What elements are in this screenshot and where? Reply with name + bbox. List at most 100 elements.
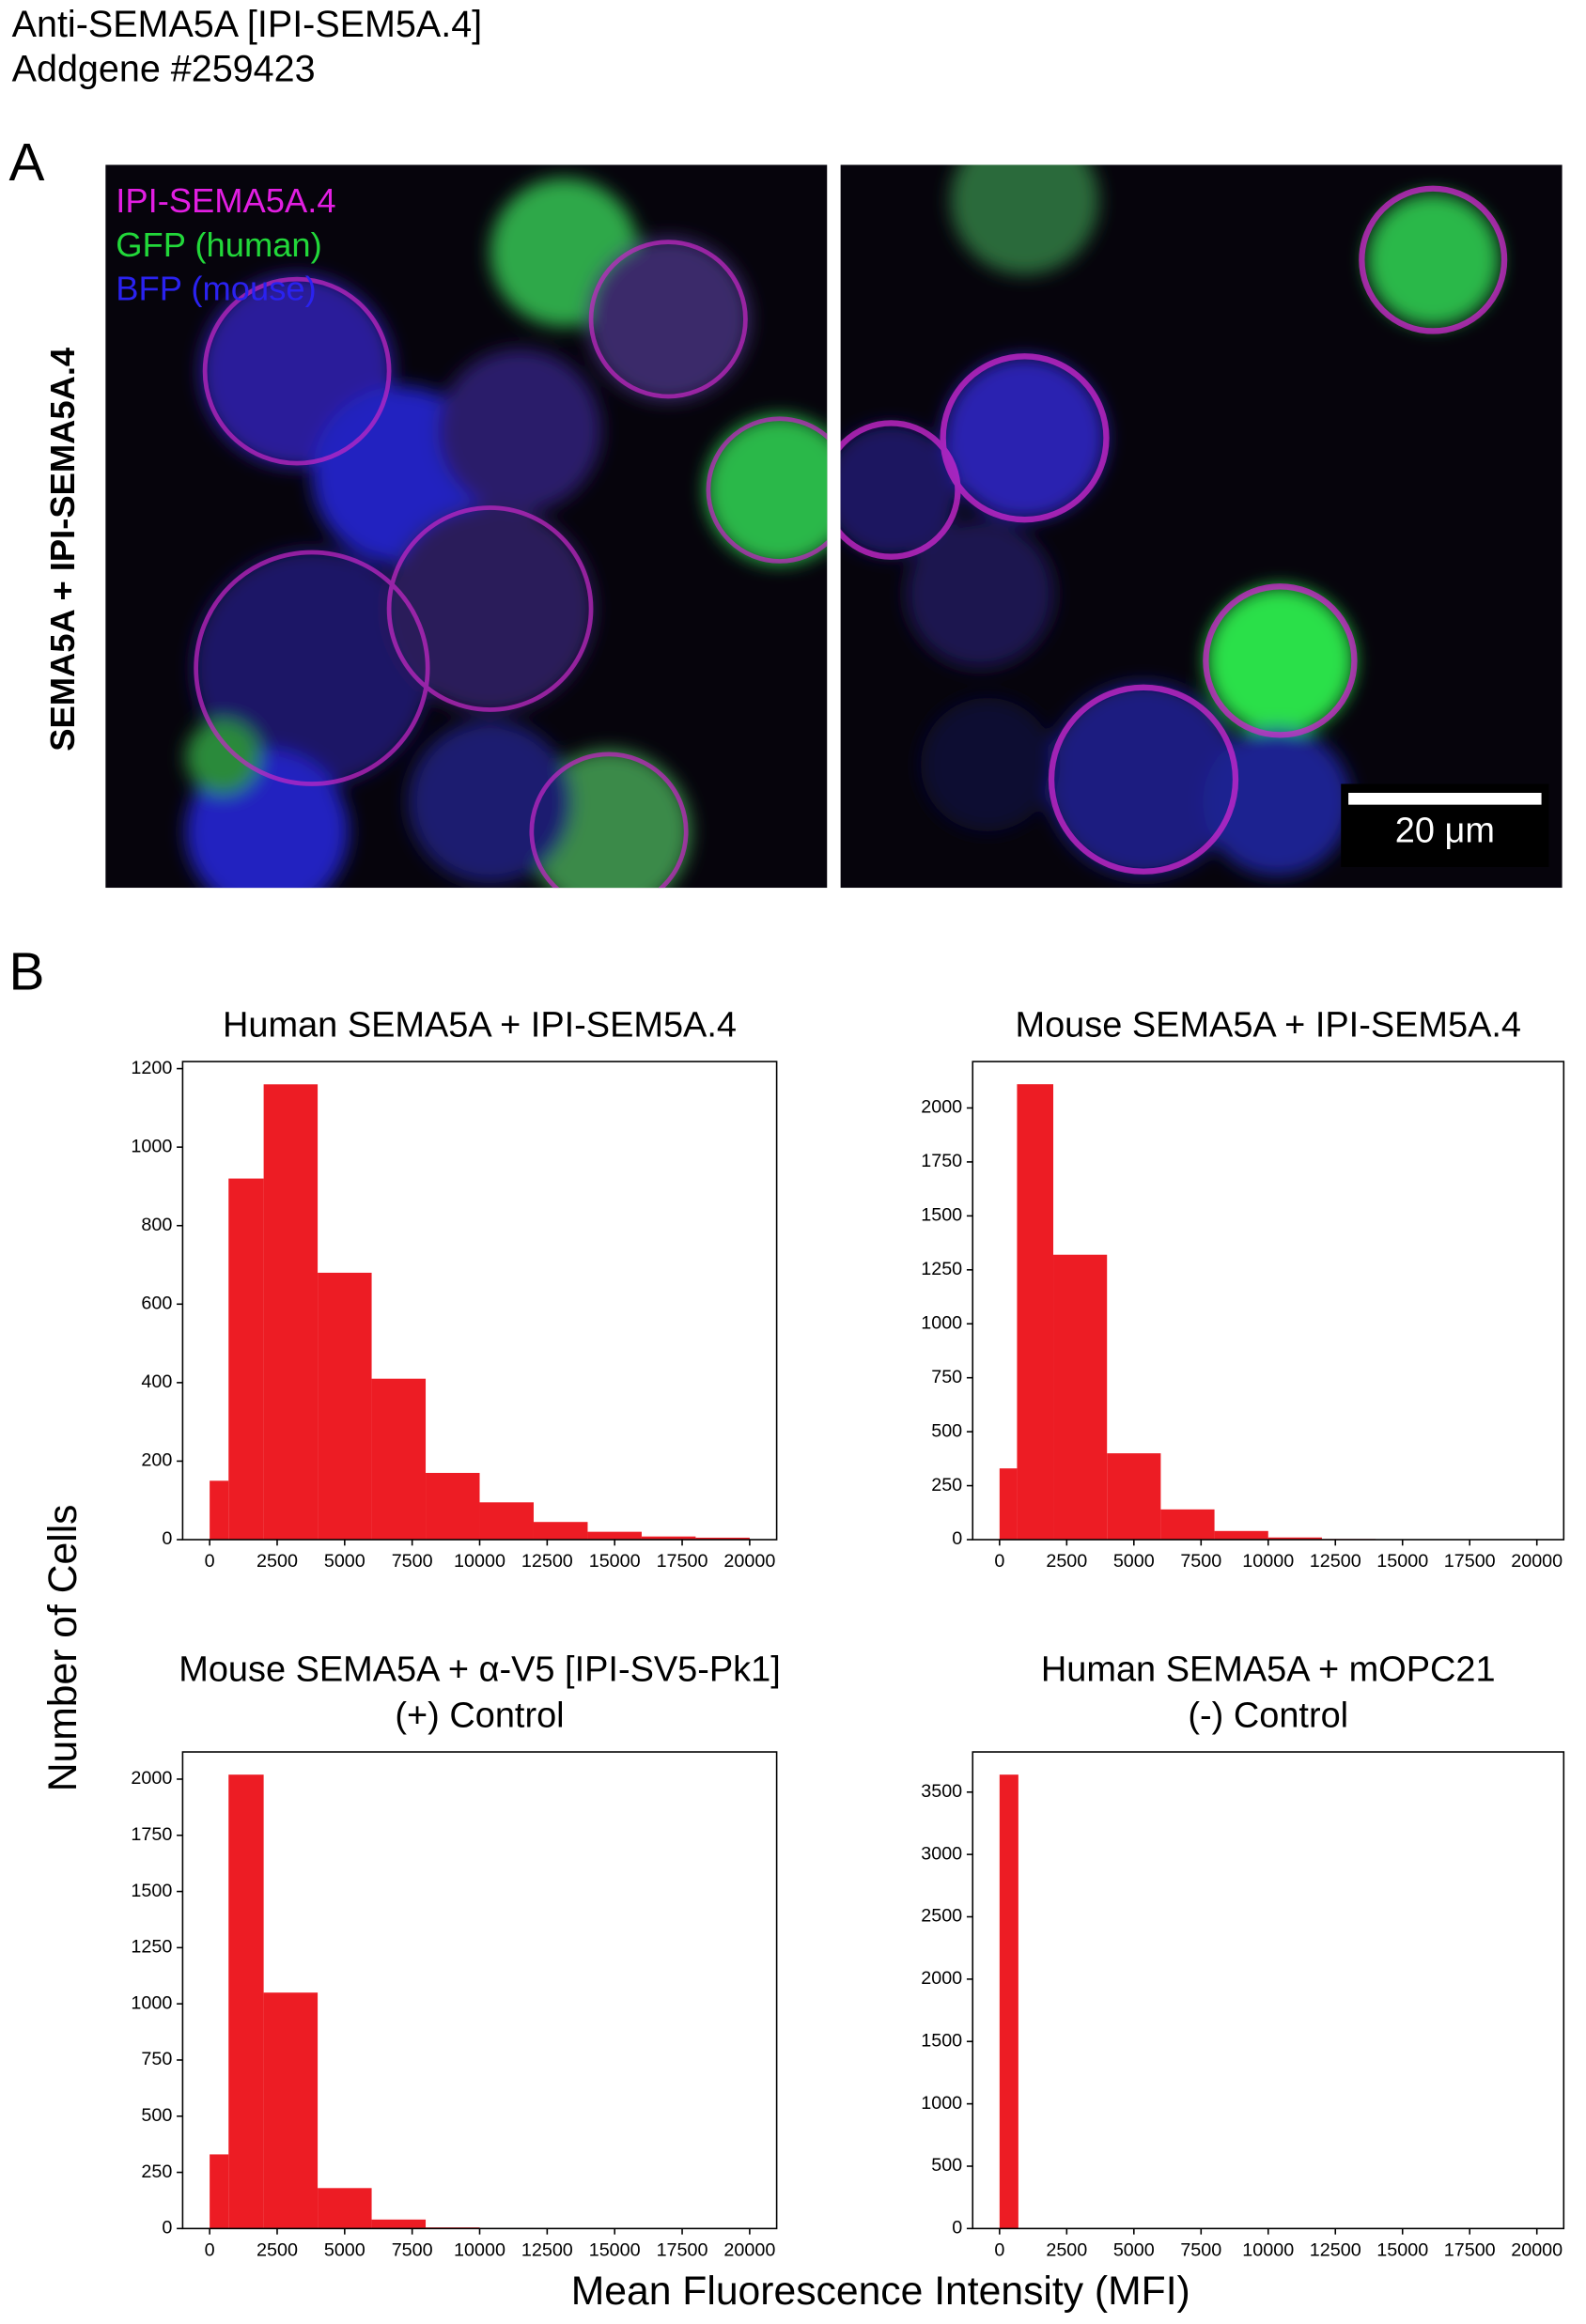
legend-entry: GFP (human) bbox=[116, 225, 321, 264]
y-tick-label: 0 bbox=[952, 2218, 962, 2239]
bar bbox=[1017, 1084, 1054, 1541]
x-tick-label: 15000 bbox=[589, 2239, 641, 2260]
x-axis-label: Mean Fluorescence Intensity (MFI) bbox=[571, 2269, 1190, 2314]
bar bbox=[1214, 1530, 1268, 1541]
chart-title: Mouse SEMA5A + α-V5 [IPI-SV5-Pk1] bbox=[179, 1650, 781, 1690]
x-tick-label: 17500 bbox=[657, 2239, 708, 2260]
bar bbox=[479, 1502, 534, 1541]
y-tick-label: 500 bbox=[931, 1420, 962, 1441]
y-tick-label: 2000 bbox=[921, 1097, 962, 1118]
y-tick-label: 0 bbox=[162, 1528, 172, 1549]
x-tick-label: 7500 bbox=[392, 2239, 433, 2260]
bar bbox=[999, 1774, 1018, 2229]
x-tick-label: 5000 bbox=[1113, 2239, 1155, 2260]
scale-bar bbox=[1348, 793, 1542, 805]
bar bbox=[999, 1468, 1018, 1541]
x-tick-label: 20000 bbox=[1511, 2239, 1563, 2260]
bar bbox=[371, 1378, 427, 1541]
x-tick-label: 5000 bbox=[324, 1551, 365, 1572]
x-tick-label: 5000 bbox=[1113, 1551, 1155, 1572]
x-tick-label: 7500 bbox=[392, 1551, 433, 1572]
x-tick-label: 12500 bbox=[521, 1551, 573, 1572]
plot-frame bbox=[972, 1751, 1565, 2230]
y-tick-label: 1250 bbox=[131, 1937, 172, 1958]
x-tick-label: 2500 bbox=[257, 1551, 298, 1572]
chart: Mouse SEMA5A + IPI-SEM5A.40 2500 5000 7500 1… bbox=[921, 1006, 1565, 1572]
x-tick-label: 0 bbox=[205, 1551, 215, 1572]
x-tick-label: 12500 bbox=[1310, 2239, 1361, 2260]
bar bbox=[533, 1522, 588, 1541]
x-tick-label: 20000 bbox=[723, 2239, 775, 2260]
y-axis-label: Number of Cells bbox=[40, 1504, 86, 1791]
y-tick-label: 0 bbox=[162, 2218, 172, 2239]
y-tick-label: 2000 bbox=[921, 1968, 962, 1989]
x-tick-label: 0 bbox=[994, 2239, 1004, 2260]
bar bbox=[426, 1472, 480, 1541]
chart: Human SEMA5A + IPI-SEM5A.4 0 2500 5000 7500 1… bbox=[131, 1006, 778, 1572]
bar bbox=[263, 1084, 319, 1541]
x-tick-label: 7500 bbox=[1180, 1551, 1221, 1572]
y-tick-label: 3500 bbox=[921, 1781, 962, 1802]
y-tick-label: 1500 bbox=[921, 2030, 962, 2051]
x-tick-label: 15000 bbox=[1376, 1551, 1428, 1572]
y-tick-label: 750 bbox=[141, 2049, 172, 2069]
image-legend: IPI-SEMA5A.4 GFP (human) BFP (mouse) bbox=[116, 181, 335, 307]
y-tick-label: 1000 bbox=[131, 1136, 172, 1156]
y-tick-label: 1000 bbox=[921, 2093, 962, 2114]
x-tick-label: 12500 bbox=[521, 2239, 573, 2260]
y-tick-label: 500 bbox=[931, 2155, 962, 2176]
x-tick-label: 10000 bbox=[454, 2239, 505, 2260]
bar bbox=[228, 1178, 264, 1541]
y-tick-label: 1500 bbox=[921, 1205, 962, 1226]
y-tick-label: 1750 bbox=[921, 1151, 962, 1171]
chart-subtitle: (-) Control bbox=[1188, 1697, 1348, 1736]
y-tick-label: 1000 bbox=[131, 1992, 172, 2013]
bar bbox=[641, 1536, 696, 1541]
y-tick-label: 200 bbox=[141, 1450, 172, 1471]
y-tick-label: 250 bbox=[931, 1475, 962, 1495]
header-subtitle: Addgene #259423 bbox=[12, 48, 316, 89]
bar bbox=[210, 1480, 229, 1541]
row-label: SEMA5A + IPI-SEMA5A.4 bbox=[43, 347, 82, 751]
y-tick-label: 400 bbox=[141, 1371, 172, 1392]
bar bbox=[228, 1774, 264, 2229]
chart: Human SEMA5A + mOPC21 (-) Control 0 2500 500… bbox=[921, 1650, 1565, 2260]
x-tick-label: 20000 bbox=[723, 1551, 775, 1572]
x-tick-label: 2500 bbox=[1046, 2239, 1087, 2260]
x-tick-label: 15000 bbox=[589, 1551, 641, 1572]
x-tick-label: 0 bbox=[994, 1551, 1004, 1572]
x-tick-label: 10000 bbox=[1242, 2239, 1294, 2260]
bar bbox=[1053, 1254, 1108, 1541]
bar bbox=[1160, 1509, 1215, 1541]
y-tick-label: 500 bbox=[141, 2105, 172, 2126]
panel-label: B bbox=[8, 941, 44, 1001]
x-tick-label: 20000 bbox=[1511, 1551, 1563, 1572]
y-tick-label: 1000 bbox=[921, 1312, 962, 1333]
x-tick-label: 2500 bbox=[257, 2239, 298, 2260]
panel-label: A bbox=[8, 132, 44, 193]
y-tick-label: 1750 bbox=[131, 1824, 172, 1845]
x-tick-label: 5000 bbox=[324, 2239, 365, 2260]
y-tick-label: 750 bbox=[931, 1367, 962, 1387]
chart-title: Human SEMA5A + IPI-SEM5A.4 bbox=[223, 1006, 737, 1046]
bar bbox=[1107, 1453, 1161, 1541]
chart: Mouse SEMA5A + α-V5 [IPI-SV5-Pk1] (+) Con… bbox=[131, 1650, 780, 2261]
bar bbox=[263, 1992, 319, 2229]
x-tick-label: 10000 bbox=[1242, 1551, 1294, 1572]
x-tick-label: 17500 bbox=[1444, 1551, 1496, 1572]
y-tick-label: 3000 bbox=[921, 1843, 962, 1864]
chart-title: Mouse SEMA5A + IPI-SEM5A.4 bbox=[1016, 1006, 1522, 1046]
bar bbox=[371, 2219, 427, 2229]
chart-subtitle: (+) Control bbox=[395, 1697, 564, 1736]
bar bbox=[318, 1272, 372, 1541]
scale-bar-label: 20 μm bbox=[1395, 812, 1495, 851]
y-tick-label: 1200 bbox=[131, 1058, 172, 1078]
header-title: Anti-SEMA5A [IPI-SEM5A.4] bbox=[12, 4, 483, 45]
x-tick-label: 17500 bbox=[1444, 2239, 1496, 2260]
y-tick-label: 2500 bbox=[921, 1906, 962, 1927]
x-tick-label: 12500 bbox=[1310, 1551, 1361, 1572]
y-tick-label: 800 bbox=[141, 1215, 172, 1235]
x-tick-label: 17500 bbox=[657, 1551, 708, 1572]
bar bbox=[1267, 1537, 1322, 1541]
